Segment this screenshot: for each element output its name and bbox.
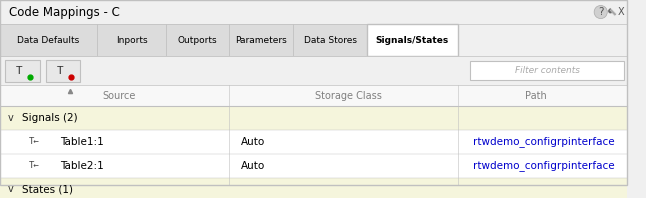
Text: Inports: Inports	[116, 36, 147, 45]
Text: T: T	[56, 66, 63, 76]
Bar	[0, 0, 627, 24]
Text: v: v	[8, 113, 14, 123]
Text: Auto: Auto	[242, 137, 266, 147]
Bar	[367, 24, 458, 56]
Bar	[470, 61, 624, 81]
Text: Source: Source	[103, 91, 136, 101]
Bar	[5, 60, 39, 82]
Text: ¶: ¶	[607, 6, 618, 18]
Bar	[0, 56, 627, 85]
Bar	[0, 106, 627, 129]
Bar	[166, 24, 229, 56]
Bar	[0, 129, 627, 154]
Bar	[0, 178, 627, 198]
Bar	[46, 60, 80, 82]
Text: Code Mappings - C: Code Mappings - C	[10, 6, 120, 19]
Text: Parameters: Parameters	[235, 36, 287, 45]
Bar	[0, 24, 97, 56]
Text: Table1:1: Table1:1	[59, 137, 103, 147]
Text: rtwdemo_configrpinterface: rtwdemo_configrpinterface	[474, 136, 615, 147]
Text: T←: T←	[29, 137, 40, 146]
Text: States (1): States (1)	[22, 184, 73, 194]
Text: Filter contents: Filter contents	[515, 66, 579, 75]
Text: v: v	[8, 184, 14, 194]
Text: rtwdemo_configrpinterface: rtwdemo_configrpinterface	[474, 160, 615, 171]
Text: T: T	[16, 66, 23, 76]
Bar	[0, 85, 627, 106]
Text: ?: ?	[598, 7, 603, 17]
Text: Signals (2): Signals (2)	[22, 113, 78, 123]
Text: T←: T←	[29, 161, 40, 170]
Bar	[97, 24, 166, 56]
Bar	[229, 24, 293, 56]
Bar	[293, 24, 367, 56]
Text: X: X	[618, 7, 625, 17]
Text: Outports: Outports	[178, 36, 217, 45]
Text: Data Defaults: Data Defaults	[17, 36, 79, 45]
Text: Auto: Auto	[242, 161, 266, 171]
Text: Table2:1: Table2:1	[59, 161, 103, 171]
Text: Storage Class: Storage Class	[315, 91, 381, 101]
Text: Path: Path	[525, 91, 547, 101]
Text: Signals/States: Signals/States	[376, 36, 449, 45]
Bar	[0, 154, 627, 178]
Text: Data Stores: Data Stores	[304, 36, 357, 45]
